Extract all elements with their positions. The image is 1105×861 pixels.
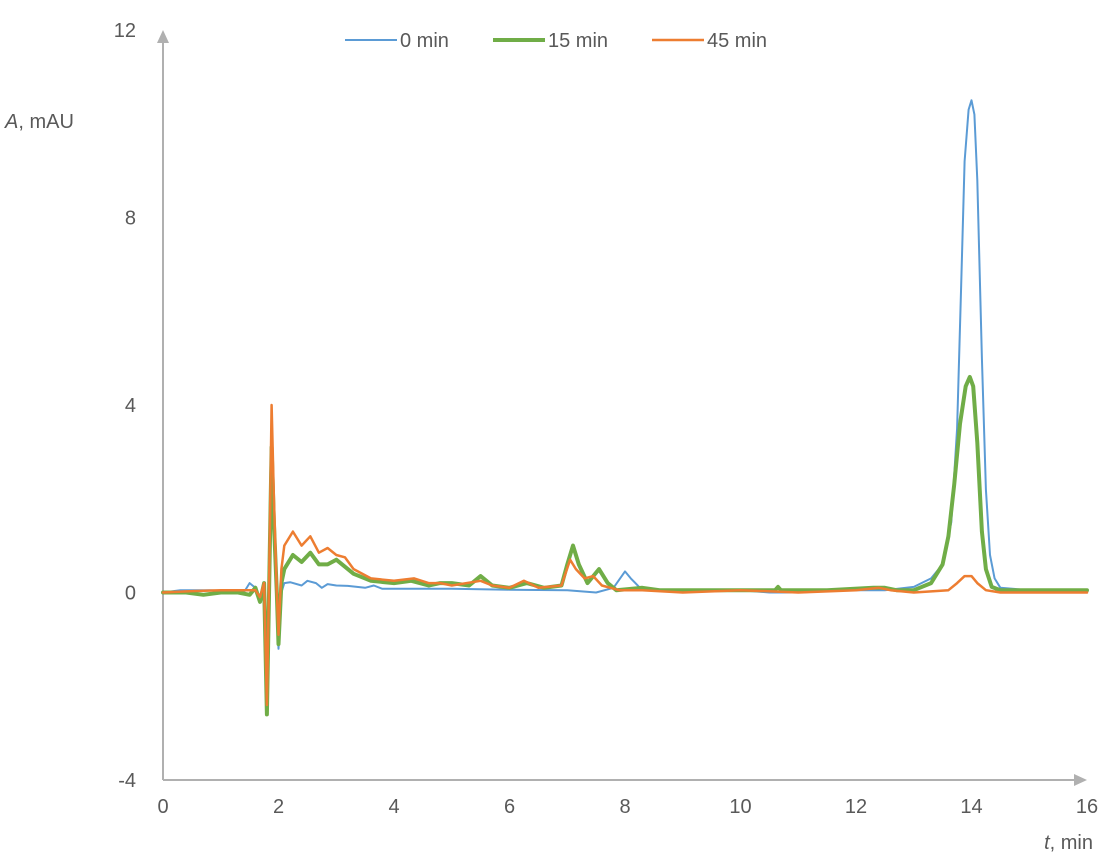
series-lines [161,99,1089,717]
y-tick-label: 12 [114,20,136,42]
x-axis-title: t, min [1044,832,1093,854]
tick-labels: 0 2 4 6 8 10 12 14 16 12 8 4 0 -4 [114,20,1098,818]
x-tick-label: 14 [960,796,982,818]
y-axis-title-rest: , mAU [18,111,74,133]
legend-label: 15 min [548,30,608,52]
x-tick-label: 4 [388,796,399,818]
y-tick-label: 8 [125,208,136,230]
x-tick-label: 0 [157,796,168,818]
legend-label: 0 min [400,30,449,52]
x-axis-title-italic: t [1044,832,1051,854]
y-axis-title-italic: A [4,111,18,133]
legend-label: 45 min [707,30,767,52]
x-axis-title-rest: , min [1050,832,1093,854]
series-line-2 [161,403,1089,707]
x-tick-label: 6 [504,796,515,818]
y-axis-arrowhead [157,30,169,43]
legend: 0 min 15 min 45 min [345,30,767,52]
axes [157,30,1087,786]
x-axis-arrowhead [1074,774,1087,786]
x-tick-label: 12 [845,796,867,818]
y-tick-label: -4 [118,770,136,792]
y-axis-title: A, mAU [4,111,74,133]
x-tick-label: 16 [1076,796,1098,818]
series-line-0 [162,99,1088,664]
x-tick-label: 8 [619,796,630,818]
y-tick-label: 4 [125,395,136,417]
x-tick-label: 10 [729,796,751,818]
x-tick-label: 2 [273,796,284,818]
y-tick-label: 0 [125,583,136,605]
